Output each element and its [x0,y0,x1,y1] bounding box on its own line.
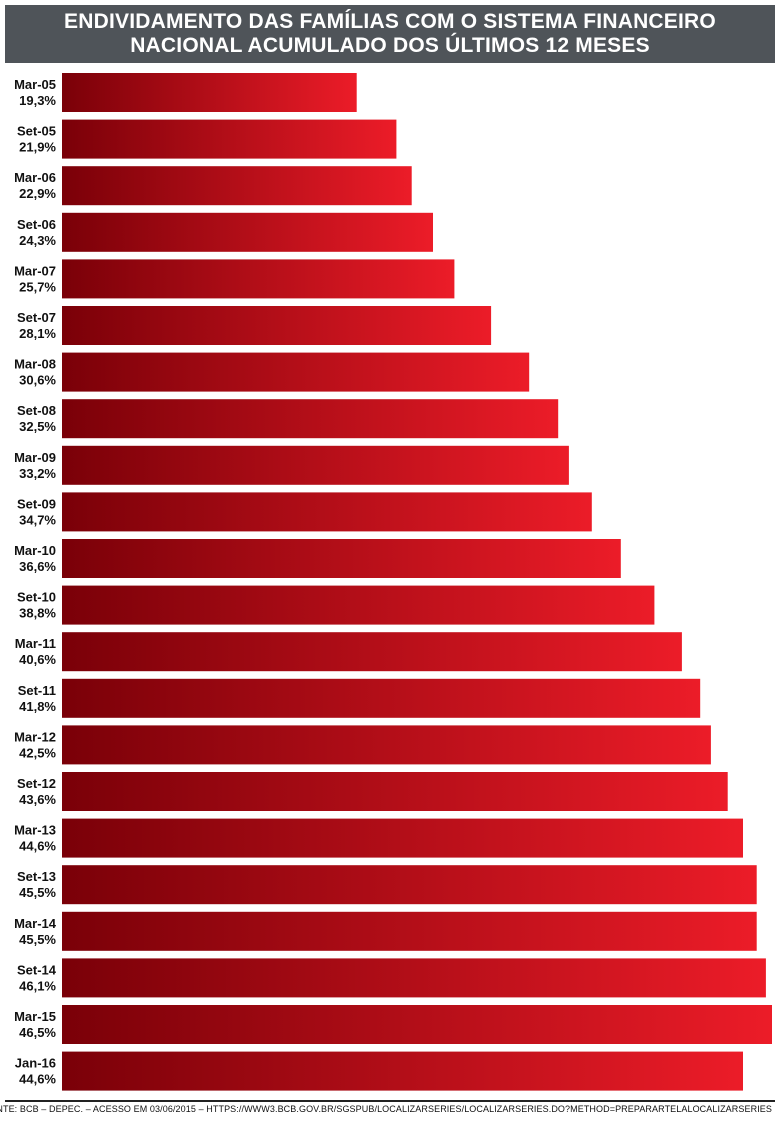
value-label: 19,3% [19,93,56,108]
bar-jan-16 [62,1051,743,1091]
value-label: 36,6% [19,559,56,574]
value-label: 42,5% [19,745,56,760]
category-label: Set-12 [17,776,56,791]
bar-set-12 [62,772,728,811]
bar-set-08 [62,399,559,439]
value-label: 46,5% [19,1025,56,1040]
bar-mar-11 [62,632,682,672]
value-label: 24,3% [19,233,56,248]
footer: FONTE: BCB – DEPEC. – ACESSO EM 03/06/20… [0,1100,780,1125]
category-label: Set-06 [17,217,56,232]
category-label: Set-14 [17,962,57,977]
bar-mar-13 [62,818,743,858]
category-label: Mar-08 [14,357,56,372]
category-label: Set-10 [17,590,56,605]
value-label: 45,5% [19,932,56,947]
value-label: 22,9% [19,186,56,201]
chart-title-line-2: NACIONAL ACUMULADO DOS ÚLTIMOS 12 MESES [130,34,650,57]
category-label: Set-08 [17,403,56,418]
value-label: 28,1% [19,326,56,341]
category-label: Mar-07 [14,263,56,278]
category-label: Mar-06 [14,170,56,185]
bar-set-06 [62,212,433,252]
footer-divider [5,1100,775,1102]
value-label: 40,6% [19,652,56,667]
chart-title-banner: ENDIVIDAMENTO DAS FAMÍLIAS COM O SISTEMA… [5,5,775,63]
value-label: 46,1% [19,978,56,993]
category-label: Set-13 [17,869,56,884]
bar-set-05 [62,119,397,159]
category-label: Mar-13 [14,823,56,838]
value-label: 41,8% [19,699,56,714]
chart-title-line-1: ENDIVIDAMENTO DAS FAMÍLIAS COM O SISTEMA… [64,10,716,33]
bar-mar-12 [62,725,711,765]
value-label: 32,5% [19,419,56,434]
category-label: Set-09 [17,496,56,511]
category-label: Set-05 [17,124,56,139]
category-label: Mar-10 [14,543,56,558]
bar-mar-07 [62,259,455,299]
category-label: Mar-05 [14,77,56,92]
category-label: Mar-15 [14,1009,56,1024]
source-note: FONTE: BCB – DEPEC. – ACESSO EM 03/06/20… [0,1104,772,1114]
value-label: 43,6% [19,792,56,807]
category-label: Mar-14 [14,916,57,931]
bar-set-09 [62,492,592,532]
bar-mar-05 [62,73,357,112]
category-label: Mar-11 [15,636,56,651]
bar-set-11 [62,678,701,718]
value-label: 34,7% [19,512,56,527]
value-label: 33,2% [19,466,56,481]
value-label: 44,6% [19,839,56,854]
bars-group: Mar-0519,3%Set-0521,9%Mar-0622,9%Set-062… [14,73,772,1091]
value-label: 44,6% [19,1072,56,1087]
bar-mar-08 [62,352,530,392]
bar-set-14 [62,958,766,998]
value-label: 45,5% [19,885,56,900]
bar-set-13 [62,865,757,905]
category-label: Set-11 [18,683,56,698]
value-label: 38,8% [19,606,56,621]
value-label: 25,7% [19,279,56,294]
bar-mar-15 [62,1005,772,1044]
value-label: 21,9% [19,140,56,155]
bar-mar-10 [62,539,621,578]
category-label: Set-07 [17,310,56,325]
bar-set-07 [62,306,492,345]
value-label: 30,6% [19,373,56,388]
bar-mar-14 [62,911,757,951]
bar-set-10 [62,585,655,625]
category-label: Jan-16 [15,1056,56,1071]
bar-mar-06 [62,166,412,206]
bar-mar-09 [62,445,569,485]
category-label: Mar-09 [14,450,56,465]
category-label: Mar-12 [14,729,56,744]
